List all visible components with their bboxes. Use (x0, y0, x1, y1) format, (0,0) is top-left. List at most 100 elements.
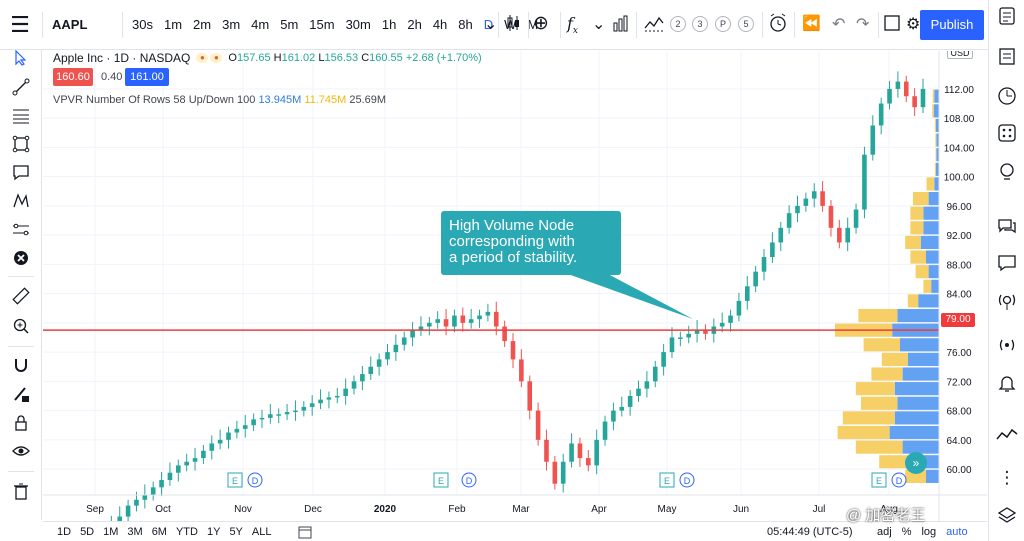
layers-icon[interactable] (995, 506, 1019, 530)
interval-2h[interactable]: 2h (407, 17, 422, 32)
earnings-marker[interactable] (433, 472, 449, 488)
candles-icon[interactable] (505, 14, 521, 37)
broadcast-icon[interactable] (995, 291, 1019, 315)
chart-pane[interactable]: 60.0064.0068.0072.0076.0080.0084.0088.00… (43, 51, 987, 521)
comment-icon[interactable] (9, 163, 33, 185)
calendar-icon[interactable] (298, 525, 312, 541)
calendar-list-icon[interactable] (995, 46, 1019, 70)
range-ytd[interactable]: YTD (175, 526, 198, 538)
layout-5-button[interactable]: 5 (738, 16, 754, 32)
interval-15m[interactable]: 15m (309, 17, 335, 32)
interval-D[interactable]: D (483, 17, 494, 32)
watchlist-icon[interactable] (995, 6, 1019, 30)
earnings-marker[interactable] (659, 472, 675, 488)
fx-icon[interactable]: fx (567, 14, 578, 37)
scale-option-log[interactable]: log (921, 526, 937, 538)
publish-button[interactable]: Publish (920, 10, 984, 40)
dividend-marker[interactable] (247, 472, 263, 488)
chart-up-icon[interactable] (995, 425, 1019, 449)
range-1m[interactable]: 1M (103, 526, 119, 538)
scale-option-adj[interactable]: adj (877, 526, 892, 538)
chevron-down-icon[interactable]: ⌄ (484, 16, 498, 33)
price-chart[interactable]: 60.0064.0068.0072.0076.0080.0084.0088.00… (43, 51, 987, 521)
clock-icon[interactable] (995, 86, 1019, 110)
range-1y[interactable]: 1Y (206, 526, 221, 538)
signal-icon[interactable] (995, 335, 1019, 359)
range-5d[interactable]: 5D (80, 526, 95, 538)
gear-icon[interactable]: ⚙ (906, 16, 921, 33)
time-tick-label: Nov (234, 504, 252, 515)
alarm-clock-icon[interactable] (768, 12, 788, 39)
bell-icon[interactable] (995, 373, 1019, 397)
pencil-lock-icon[interactable] (9, 385, 33, 407)
magnet-icon[interactable] (9, 356, 33, 378)
rectangle-icon[interactable] (9, 135, 33, 157)
chat-icon[interactable] (995, 216, 1019, 240)
layout-3-button[interactable]: 3 (692, 16, 708, 32)
currency-selector[interactable]: USD (947, 51, 973, 59)
interval-1m[interactable]: 1m (163, 17, 183, 32)
dividend-marker[interactable] (461, 472, 477, 488)
interval-1h[interactable]: 1h (381, 17, 397, 32)
range-all[interactable]: ALL (251, 526, 272, 538)
annotation-callout[interactable]: High Volume Node corresponding with a pe… (441, 211, 621, 275)
sell-button[interactable]: 160.60 (53, 68, 93, 86)
range-3m[interactable]: 3M (127, 526, 143, 538)
range-6m[interactable]: 6M (151, 526, 167, 538)
dots-icon[interactable]: ⋮ (998, 468, 1016, 487)
interval-3m[interactable]: 3m (222, 17, 241, 32)
time-tick-label: Feb (448, 504, 466, 515)
grid-icon[interactable] (995, 123, 1019, 147)
eye-icon[interactable] (9, 442, 33, 464)
interval-5m[interactable]: 5m (280, 17, 299, 32)
candle-up (477, 315, 482, 320)
redo-icon[interactable]: ↷ (856, 16, 870, 33)
lightbulb-icon[interactable] (995, 162, 1019, 186)
rewind-icon[interactable]: ⏪ (802, 15, 821, 32)
interval-4m[interactable]: 4m (251, 17, 270, 32)
lock-icon[interactable] (9, 414, 33, 436)
eye-badge-icon[interactable]: ● (196, 53, 209, 63)
buy-button[interactable]: 161.00 (125, 68, 169, 86)
plus-circle-icon[interactable]: ⊕ (533, 13, 549, 34)
trend-line-icon[interactable] (9, 78, 33, 100)
undo-icon[interactable]: ↶ (832, 16, 846, 33)
square-icon[interactable] (884, 15, 900, 36)
interval-30m[interactable]: 30m (345, 17, 371, 32)
trash-icon[interactable] (9, 482, 33, 504)
indicator-name[interactable]: VPVR Number Of Rows 58 Up/Down 100 (53, 94, 256, 106)
zoom-icon[interactable] (9, 317, 33, 339)
chevron-down-icon[interactable]: ⌄ (592, 16, 606, 33)
cursor-icon[interactable] (9, 49, 33, 72)
remove-icon[interactable] (9, 249, 33, 271)
hamburger-icon[interactable]: ☰ (10, 12, 30, 37)
interval-2m[interactable]: 2m (193, 17, 212, 32)
line-chart-icon[interactable] (644, 14, 664, 37)
layout-2-button[interactable]: 2 (670, 16, 686, 32)
interval-30s[interactable]: 30s (132, 17, 153, 32)
interval-4h[interactable]: 4h (432, 17, 448, 32)
symbol-search[interactable]: AAPL (52, 17, 88, 32)
ruler-icon[interactable] (9, 287, 33, 309)
settings-badge-icon[interactable]: ● (210, 53, 223, 63)
candle-up (410, 330, 415, 338)
scroll-to-realtime-icon[interactable]: » (905, 452, 927, 474)
pattern-icon[interactable] (9, 192, 33, 214)
earnings-marker[interactable] (227, 472, 243, 488)
bar-chart-icon[interactable] (612, 14, 628, 37)
dividend-marker[interactable] (891, 472, 907, 488)
range-1d[interactable]: 1D (57, 526, 72, 538)
clock-readout[interactable]: 05:44:49 (UTC-5) (767, 526, 853, 538)
scale-option-auto[interactable]: auto (946, 526, 968, 538)
layout-p-button[interactable]: P (715, 16, 731, 32)
dividend-marker[interactable] (679, 472, 695, 488)
message-icon[interactable] (995, 253, 1019, 277)
earnings-marker[interactable] (871, 472, 887, 488)
scale-option-percent[interactable]: % (901, 526, 912, 538)
range-5y[interactable]: 5Y (229, 526, 243, 538)
interval-8h[interactable]: 8h (458, 17, 473, 32)
candle-up (184, 461, 189, 466)
measure-path-icon[interactable] (9, 220, 33, 242)
fib-icon[interactable] (9, 107, 33, 129)
interval-M[interactable]: M (527, 17, 539, 32)
